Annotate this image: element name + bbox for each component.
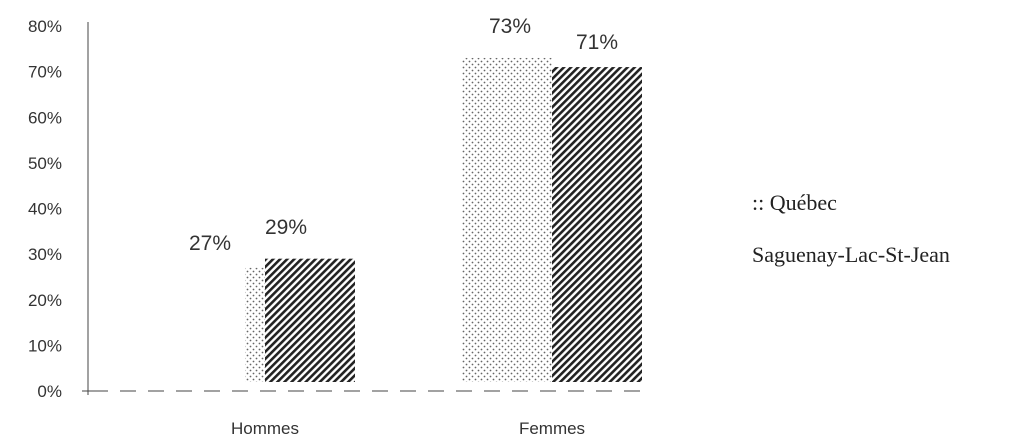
y-tick-label: 20%	[28, 291, 62, 310]
y-tick-label: 60%	[28, 108, 62, 127]
bar-saguenay-femmes	[552, 67, 642, 382]
legend: :: Québec Saguenay-Lac-St-Jean	[752, 190, 950, 267]
y-tick-label: 0%	[37, 382, 62, 401]
data-label: 73%	[489, 15, 531, 38]
y-tick-label: 30%	[28, 245, 62, 264]
label-layer: Hommes Femmes 27% 73% 29% 71%	[189, 15, 618, 438]
legend-entry-saguenay: Saguenay-Lac-St-Jean	[752, 242, 950, 267]
y-tick-label: 10%	[28, 336, 62, 355]
data-label: 27%	[189, 232, 231, 255]
data-label: 29%	[265, 216, 307, 239]
x-category-label: Femmes	[519, 419, 585, 438]
y-tick-label: 40%	[28, 200, 62, 219]
legend-entry-quebec: :: Québec	[752, 190, 837, 215]
axis-layer: 0% 10% 20% 30% 40% 50% 60% 70% 80%	[28, 17, 640, 401]
data-label: 71%	[576, 31, 618, 54]
y-tick-label: 50%	[28, 154, 62, 173]
bar-quebec-femmes	[462, 57, 552, 382]
bar-layer	[245, 57, 642, 382]
x-category-label: Hommes	[231, 419, 299, 438]
y-tick-label: 80%	[28, 17, 62, 36]
y-tick-label: 70%	[28, 63, 62, 82]
bar-quebec-hommes	[245, 267, 265, 382]
bar-saguenay-hommes	[265, 258, 355, 382]
